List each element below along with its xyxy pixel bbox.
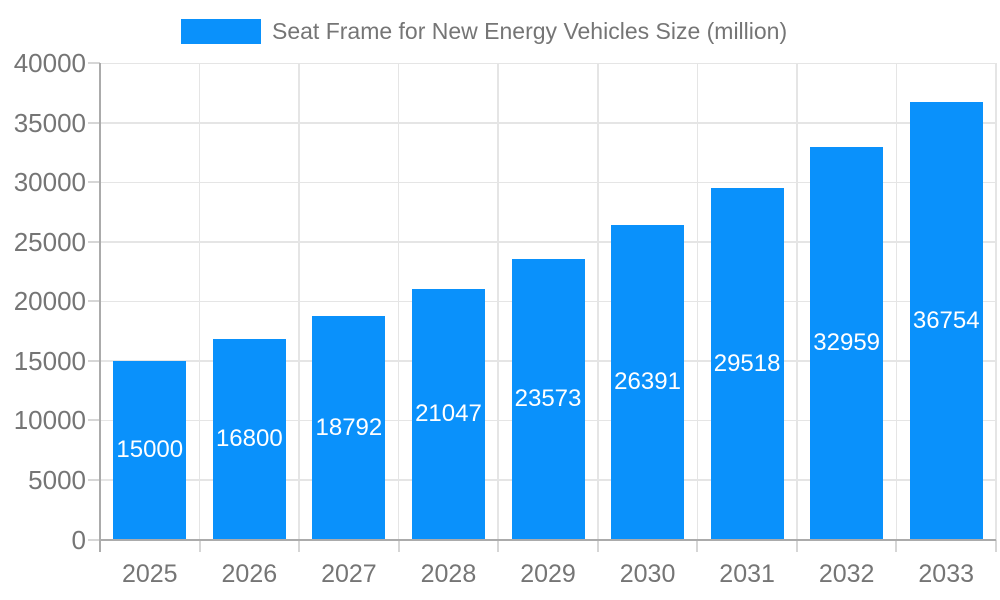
gridline-v [796,63,798,540]
y-tick-mark [88,419,100,422]
legend-label: Seat Frame for New Energy Vehicles Size … [272,18,788,44]
x-tick-label: 2030 [619,560,676,588]
x-tick-mark [596,539,599,552]
x-tick-label: 2028 [420,560,477,588]
x-tick-label: 2025 [121,560,178,588]
legend-swatch-icon [181,19,261,44]
gridline-h [100,62,996,64]
x-tick-mark [198,539,201,552]
y-tick-label: 10000 [13,405,86,436]
bar-2033[interactable] [909,101,983,540]
gridline-v [696,63,699,540]
y-axis-line [99,63,101,552]
y-tick-mark [88,121,100,124]
bar-value-label: 29518 [713,349,781,377]
bar-2030[interactable] [611,225,685,540]
y-tick-mark [88,359,100,362]
gridline-v [397,63,400,540]
bar-value-label: 21047 [415,400,482,428]
y-tick-mark [88,478,100,481]
bar-2032[interactable] [810,146,884,540]
x-tick-label: 2029 [520,560,576,588]
y-tick-label: 30000 [13,167,86,198]
bar-value-label: 36754 [912,306,980,334]
x-tick-mark [995,539,997,552]
gridline-v [497,63,499,540]
y-tick-label: 0 [71,524,86,555]
y-tick-label: 5000 [28,464,86,495]
bar-2031[interactable] [710,187,784,540]
x-tick-label: 2031 [719,560,775,588]
y-tick-label: 15000 [13,345,86,376]
x-tick-mark [497,539,500,552]
bar-value-label: 26391 [614,368,681,396]
x-tick-label: 2026 [221,560,278,588]
x-axis-line [99,539,996,541]
gridline-v [995,63,997,540]
x-tick-label: 2033 [918,560,975,588]
bar-2027[interactable] [312,315,386,540]
gridline-v [895,63,898,540]
bar-value-label: 16800 [215,425,283,453]
y-tick-label: 40000 [13,48,86,78]
bar-value-label: 15000 [116,436,184,464]
y-tick-label: 35000 [13,107,86,138]
y-tick-mark [88,240,100,243]
x-tick-label: 2027 [321,560,377,588]
x-tick-mark [397,539,400,552]
gridline-h [100,241,996,243]
gridline-h [100,181,996,184]
y-tick-mark [88,538,100,541]
gridline-h [100,122,996,124]
y-tick-mark [88,181,100,184]
y-tick-mark [88,300,100,303]
bar-value-label: 32959 [813,329,881,357]
gridline-v [298,63,300,540]
bar-2029[interactable] [511,258,585,540]
bar-2026[interactable] [212,339,286,540]
x-tick-mark [795,539,798,552]
x-tick-mark [696,539,699,552]
bar-value-label: 18792 [315,413,383,441]
legend-item[interactable]: Seat Frame for New Energy Vehicles Size … [181,19,787,44]
bar-2028[interactable] [411,288,485,540]
y-tick-label: 20000 [13,286,86,317]
gridline-v [198,63,201,540]
bar-value-label: 23573 [514,385,582,413]
y-tick-mark [88,62,100,64]
x-tick-mark [298,539,301,552]
x-tick-mark [895,539,898,552]
x-tick-label: 2032 [818,560,875,588]
gridline-v [597,63,599,540]
bar-2025[interactable] [113,360,187,540]
y-tick-label: 25000 [13,226,86,257]
